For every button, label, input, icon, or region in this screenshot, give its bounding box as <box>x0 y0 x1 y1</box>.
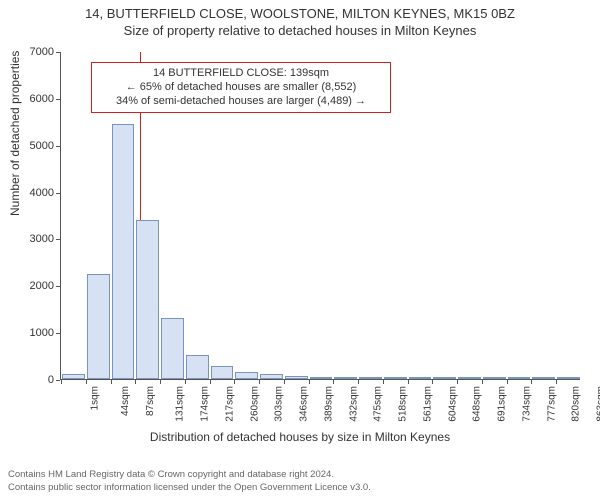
x-tick-label: 734sqm <box>522 386 533 422</box>
x-tick-label: 604sqm <box>447 386 458 422</box>
annotation-line2: ← 65% of detached houses are smaller (8,… <box>98 81 384 95</box>
annotation-line1: 14 BUTTERFIELD CLOSE: 139sqm <box>98 67 384 81</box>
y-tick-mark <box>56 193 60 194</box>
histogram-bar <box>409 377 432 379</box>
y-tick-label: 1000 <box>14 327 54 339</box>
y-tick-mark <box>56 333 60 334</box>
x-tick-mark <box>234 380 235 384</box>
y-tick-label: 7000 <box>14 46 54 58</box>
x-tick-label: 389sqm <box>323 386 334 422</box>
x-tick-mark <box>284 380 285 384</box>
histogram-bar <box>384 377 407 379</box>
x-tick-label: 648sqm <box>472 386 483 422</box>
x-tick-label: 1sqm <box>89 386 100 410</box>
y-tick-mark <box>56 286 60 287</box>
x-tick-mark <box>185 380 186 384</box>
y-tick-label: 2000 <box>14 280 54 292</box>
histogram-bar <box>483 377 506 379</box>
x-tick-mark <box>383 380 384 384</box>
y-tick-label: 0 <box>14 374 54 386</box>
x-tick-label: 260sqm <box>249 386 260 422</box>
histogram-bar <box>161 318 184 379</box>
x-tick-mark <box>358 380 359 384</box>
y-tick-mark <box>56 99 60 100</box>
histogram-bar <box>359 377 382 379</box>
y-tick-label: 3000 <box>14 233 54 245</box>
x-tick-mark <box>309 380 310 384</box>
y-tick-mark <box>56 146 60 147</box>
histogram-bar <box>557 377 580 379</box>
x-tick-label: 863sqm <box>596 386 600 422</box>
credits-line2: Contains public sector information licen… <box>8 482 371 494</box>
x-tick-mark <box>507 380 508 384</box>
x-tick-mark <box>531 380 532 384</box>
histogram-bar <box>112 124 135 379</box>
x-tick-label: 432sqm <box>348 386 359 422</box>
histogram-bar <box>508 377 531 379</box>
x-tick-mark <box>86 380 87 384</box>
histogram-bar <box>285 376 308 380</box>
x-tick-label: 777sqm <box>546 386 557 422</box>
y-tick-mark <box>56 52 60 53</box>
x-tick-mark <box>111 380 112 384</box>
x-tick-label: 174sqm <box>200 386 211 422</box>
x-tick-label: 87sqm <box>145 386 156 416</box>
x-tick-mark <box>457 380 458 384</box>
x-tick-label: 820sqm <box>571 386 582 422</box>
credits: Contains HM Land Registry data © Crown c… <box>8 469 371 494</box>
y-tick-label: 6000 <box>14 93 54 105</box>
histogram-bar <box>211 366 234 379</box>
histogram-bar <box>186 355 209 379</box>
x-tick-label: 518sqm <box>398 386 409 422</box>
y-tick-mark <box>56 239 60 240</box>
x-tick-mark <box>160 380 161 384</box>
y-tick-label: 4000 <box>14 187 54 199</box>
x-tick-label: 691sqm <box>497 386 508 422</box>
y-tick-label: 5000 <box>14 140 54 152</box>
x-tick-mark <box>432 380 433 384</box>
chart-title-line2: Size of property relative to detached ho… <box>0 21 600 38</box>
x-tick-label: 346sqm <box>299 386 310 422</box>
x-tick-mark <box>482 380 483 384</box>
y-tick-mark <box>56 380 60 381</box>
histogram-bar <box>260 374 283 379</box>
plot-area: 14 BUTTERFIELD CLOSE: 139sqm ← 65% of de… <box>60 52 580 380</box>
histogram-bar <box>458 377 481 379</box>
x-axis-label: Distribution of detached houses by size … <box>0 430 600 444</box>
chart-title-line1: 14, BUTTERFIELD CLOSE, WOOLSTONE, MILTON… <box>0 0 600 21</box>
x-tick-mark <box>135 380 136 384</box>
x-tick-mark <box>333 380 334 384</box>
x-tick-label: 475sqm <box>373 386 384 422</box>
histogram-bar <box>310 377 333 379</box>
histogram-bar <box>87 274 110 379</box>
annotation-line3: 34% of semi-detached houses are larger (… <box>98 95 384 109</box>
x-tick-mark <box>259 380 260 384</box>
x-tick-label: 303sqm <box>274 386 285 422</box>
histogram-bar <box>62 374 85 379</box>
histogram-bar <box>334 377 357 379</box>
x-tick-label: 44sqm <box>120 386 131 416</box>
histogram-bar <box>136 220 159 379</box>
histogram-bar <box>235 372 258 379</box>
histogram-bar <box>532 377 555 379</box>
annotation-box: 14 BUTTERFIELD CLOSE: 139sqm ← 65% of de… <box>91 62 391 113</box>
x-tick-mark <box>210 380 211 384</box>
chart-container: 14, BUTTERFIELD CLOSE, WOOLSTONE, MILTON… <box>0 0 600 500</box>
x-tick-label: 131sqm <box>175 386 186 422</box>
x-tick-label: 217sqm <box>224 386 235 422</box>
x-tick-mark <box>556 380 557 384</box>
x-tick-label: 561sqm <box>422 386 433 422</box>
x-tick-mark <box>61 380 62 384</box>
histogram-bar <box>433 377 456 379</box>
x-tick-mark <box>408 380 409 384</box>
credits-line1: Contains HM Land Registry data © Crown c… <box>8 469 371 481</box>
